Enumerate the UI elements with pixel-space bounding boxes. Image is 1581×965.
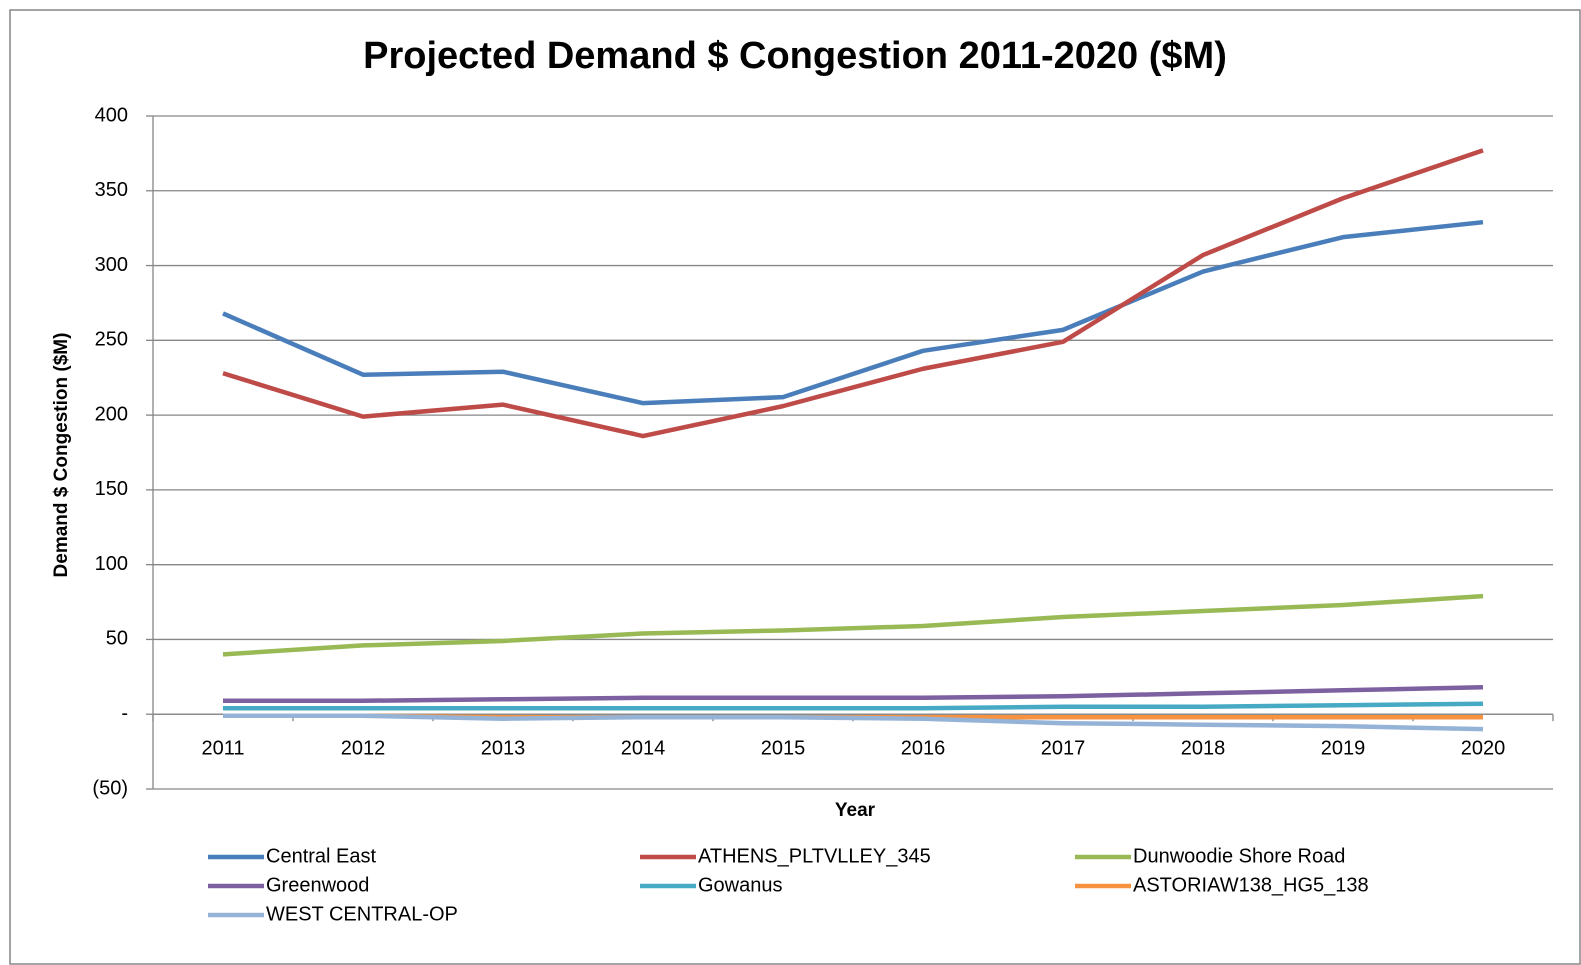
y-tick-label: 400 [95, 104, 128, 126]
series-line [222, 593, 1484, 657]
chart-title: Projected Demand $ Congestion 2011-2020 … [363, 35, 1227, 77]
x-tick-label: 2017 [1041, 737, 1086, 759]
y-tick-label: 350 [95, 179, 128, 201]
x-tick-label: 2011 [201, 737, 244, 759]
legend-label: Central East [266, 845, 376, 867]
series-line [222, 219, 1484, 406]
y-tick-label: 200 [95, 403, 128, 425]
x-tick-label: 2016 [901, 737, 946, 759]
y-tick-label: 300 [95, 254, 128, 276]
chart-frame [9, 9, 1581, 965]
x-axis-label: Year [835, 800, 876, 821]
y-tick-label: - [121, 703, 128, 725]
x-tick-label: 2019 [1321, 737, 1366, 759]
x-tick-label: 2012 [341, 737, 386, 759]
legend-label: Greenwood [266, 874, 369, 896]
legend-label: ATHENS_PLTVLLEY_345 [698, 845, 931, 867]
series-line [222, 148, 1484, 439]
series-line [223, 713, 1484, 732]
series-line [223, 701, 1484, 711]
y-tick-label: 150 [95, 478, 128, 500]
series-line [223, 685, 1484, 704]
x-tick-label: 2020 [1461, 737, 1506, 759]
y-tick-label: (50) [92, 777, 128, 799]
x-tick-label: 2015 [761, 737, 806, 759]
x-tick-label: 2014 [621, 737, 666, 759]
y-tick-label: 50 [106, 628, 128, 650]
x-tick-label: 2018 [1181, 737, 1226, 759]
x-tick-label: 2013 [481, 737, 526, 759]
y-tick-label: 100 [95, 553, 128, 575]
y-tick-label: 250 [95, 329, 128, 351]
legend-label: WEST CENTRAL-OP [266, 903, 458, 925]
y-axis-label: Demand $ Congestion ($M) [51, 333, 72, 578]
legend-label: ASTORIAW138_HG5_138 [1133, 874, 1369, 896]
legend-label: Dunwoodie Shore Road [1133, 845, 1345, 867]
legend-label: Gowanus [698, 874, 783, 896]
